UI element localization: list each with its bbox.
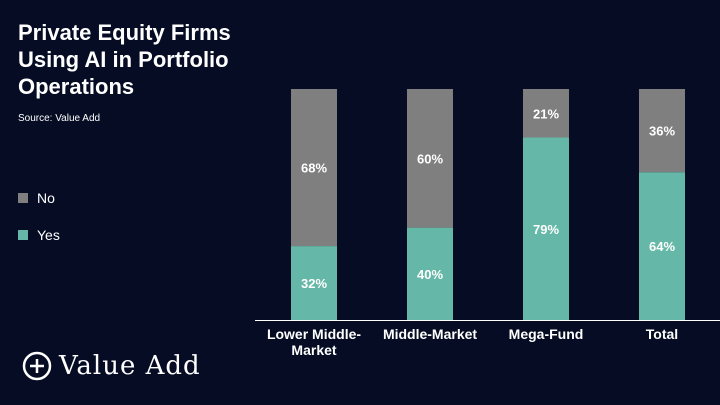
legend-label-yes: Yes: [37, 227, 60, 243]
data-label-no-0: 68%: [301, 161, 327, 176]
logo-text: Value Add: [59, 351, 201, 381]
bar-yes-1: [407, 227, 453, 320]
category-label-3: Total: [646, 326, 678, 342]
chart-title: Private Equity Firms Using AI in Portfol…: [18, 20, 231, 99]
data-label-yes-3: 64%: [649, 239, 675, 254]
legend-item-yes: Yes: [18, 225, 60, 245]
legend-label-no: No: [37, 190, 55, 206]
data-label-yes-0: 32%: [301, 276, 327, 291]
legend-swatch-yes: [18, 230, 28, 240]
legend-item-no: No: [18, 188, 60, 208]
category-label-2: Mega-Fund: [509, 326, 584, 342]
value-add-logo: Value Add: [22, 351, 201, 381]
data-label-yes-2: 79%: [533, 222, 559, 237]
plus-circle-icon: [22, 351, 52, 381]
source-note: Source: Value Add: [18, 113, 101, 124]
bar-no-0: [291, 89, 337, 247]
bar-yes-2: [523, 137, 569, 320]
legend-swatch-no: [18, 193, 28, 203]
data-label-no-1: 60%: [417, 151, 443, 166]
chart-legend: No Yes: [18, 188, 60, 262]
bar-no-1: [407, 89, 453, 228]
bar-yes-0: [291, 246, 337, 320]
data-label-no-2: 21%: [533, 106, 559, 121]
bar-no-2: [523, 89, 569, 138]
data-label-no-3: 36%: [649, 124, 675, 139]
bar-yes-3: [639, 172, 685, 320]
category-label-1: Middle-Market: [383, 326, 477, 342]
category-label-0: Lower Middle-Market: [267, 326, 361, 358]
data-label-yes-1: 40%: [417, 267, 443, 282]
bar-no-3: [639, 89, 685, 173]
